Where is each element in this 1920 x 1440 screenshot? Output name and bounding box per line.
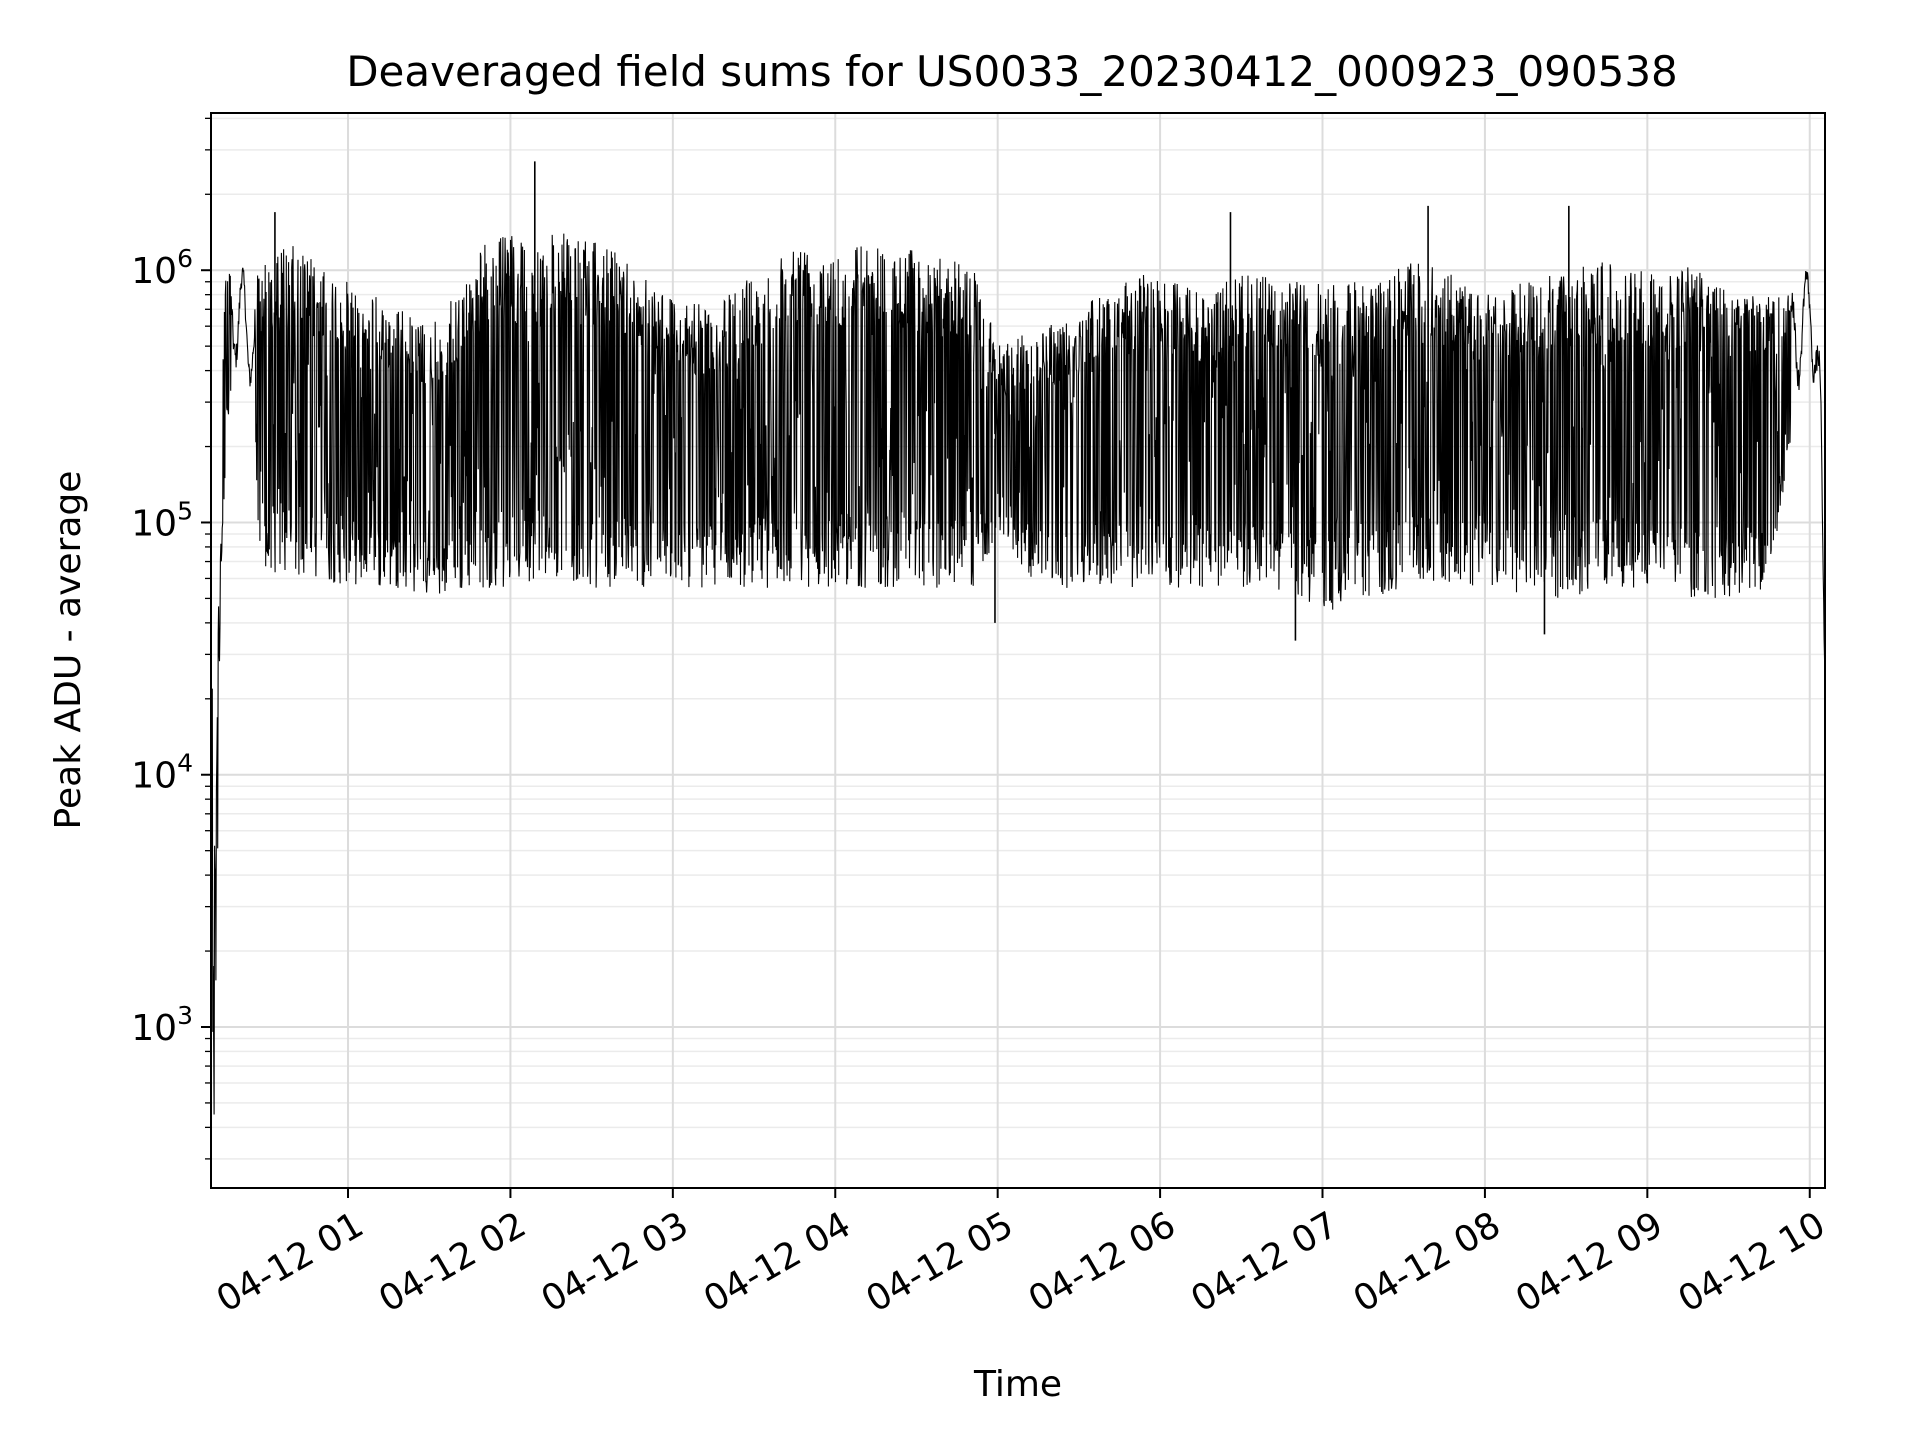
y-tick-label: 103: [131, 1001, 193, 1049]
series-layer: [210, 161, 1826, 1115]
chart-title: Deaveraged field sums for US0033_2023041…: [346, 47, 1678, 96]
y-tick-label: 105: [131, 496, 193, 544]
plot-frame: [210, 112, 1826, 1189]
x-axis-label: Time: [973, 1364, 1062, 1405]
series-line: [210, 233, 1826, 1115]
y-tick-label: 104: [131, 749, 193, 797]
y-tick-label: 106: [131, 244, 193, 292]
y-axis-label: Peak ADU - average: [48, 471, 89, 830]
